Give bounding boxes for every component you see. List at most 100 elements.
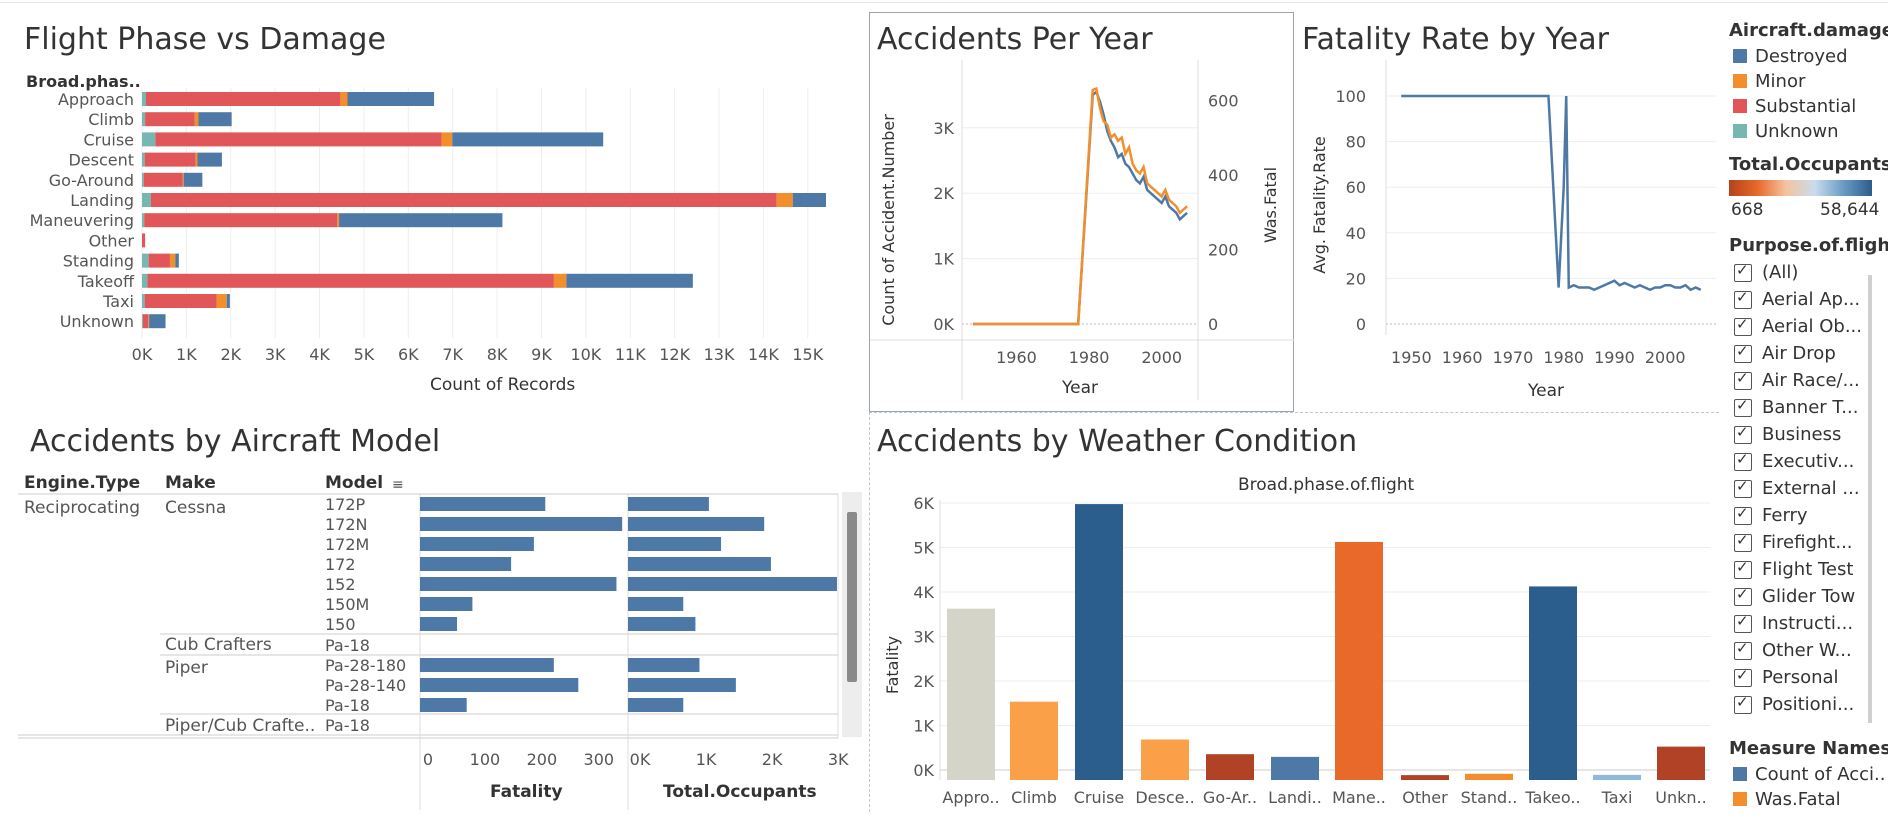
weather-bar — [1335, 541, 1383, 780]
purpose-checkbox[interactable] — [1734, 666, 1752, 687]
occupants-legend-title: Total.Occupants — [1729, 154, 1888, 175]
phase-xtick: 6K — [398, 345, 419, 364]
purpose-label[interactable]: External ... — [1762, 478, 1860, 499]
phase-bar-segment — [347, 92, 435, 106]
phase-bar-segment — [142, 92, 146, 106]
rate-xtick: 1960 — [1442, 348, 1483, 367]
col-model: Model — [325, 473, 384, 493]
purpose-label[interactable]: Executiv... — [1762, 451, 1855, 472]
purpose-label[interactable]: Glider Tow — [1762, 586, 1856, 607]
purpose-checkbox[interactable] — [1734, 504, 1752, 525]
fatality-bar — [420, 678, 579, 692]
year-y2tick: 200 — [1208, 241, 1239, 260]
purpose-label[interactable]: Air Race/... — [1762, 370, 1860, 391]
phase-bar-segment — [441, 132, 453, 147]
weather-bar — [1465, 773, 1513, 780]
weather-title: Accidents by Weather Condition — [877, 424, 1358, 459]
year-ytick: 3K — [933, 119, 954, 138]
purpose-checkbox[interactable] — [1734, 396, 1752, 417]
purpose-checkbox[interactable] — [1734, 558, 1752, 579]
purpose-checkbox[interactable] — [1734, 315, 1752, 336]
purpose-checkbox[interactable] — [1734, 693, 1752, 714]
fatality-tick: 0 — [423, 750, 433, 769]
rate-ytick: 20 — [1346, 269, 1366, 288]
fatality-rate-title: Fatality Rate by Year — [1302, 22, 1609, 57]
phase-bar-segment — [142, 193, 151, 207]
sort-icon[interactable]: ≡ — [392, 477, 404, 493]
purpose-checkbox[interactable] — [1734, 288, 1752, 309]
purpose-checkbox[interactable] — [1734, 450, 1752, 471]
model-label: 172P — [325, 495, 366, 514]
purpose-checkbox[interactable] — [1734, 342, 1752, 363]
occupants-min: 668 — [1731, 200, 1764, 220]
purpose-label[interactable]: Banner T... — [1762, 397, 1859, 418]
legend-swatch — [1733, 99, 1747, 113]
occupants-tick: 0K — [630, 750, 651, 769]
make-cessna: Cessna — [165, 498, 227, 518]
phase-xtick: 8K — [487, 345, 508, 364]
weather-category-label: Cruise — [1074, 788, 1125, 807]
purpose-label[interactable]: Firefight... — [1762, 532, 1853, 553]
purpose-label[interactable]: Ferry — [1762, 505, 1808, 526]
weather-bar — [1593, 774, 1641, 780]
purpose-checkbox[interactable] — [1734, 261, 1752, 282]
purpose-checkbox[interactable] — [1734, 531, 1752, 552]
damage-legend-item[interactable]: Substantial — [1733, 96, 1856, 117]
damage-legend-item[interactable]: Destroyed — [1733, 46, 1848, 67]
phase-bar-segment — [195, 152, 198, 167]
phase-bar-segment — [169, 253, 176, 268]
legend-swatch — [1733, 49, 1747, 63]
purpose-checkbox[interactable] — [1734, 477, 1752, 498]
purpose-label[interactable]: Personal — [1762, 667, 1839, 688]
phase-category-label: Descent — [68, 151, 134, 170]
phase-bar-segment — [142, 172, 144, 187]
phase-bar-segment — [143, 172, 183, 187]
phase-bar-segment — [216, 294, 227, 308]
year-series-line — [972, 86, 1188, 326]
purpose-label[interactable]: Instructi... — [1762, 613, 1854, 634]
purpose-label[interactable]: Other W... — [1762, 640, 1852, 661]
occupants-bar — [628, 678, 736, 692]
phase-bar-segment — [142, 112, 146, 127]
purpose-label[interactable]: Business — [1762, 424, 1842, 445]
phase-category-label: Maneuvering — [30, 211, 134, 230]
purpose-label[interactable]: Aerial Ap... — [1762, 289, 1861, 310]
purpose-label[interactable]: Positioni... — [1762, 694, 1855, 715]
purpose-label[interactable]: Air Drop — [1762, 343, 1836, 364]
fatality-tick: 300 — [584, 750, 615, 769]
damage-legend-item[interactable]: Minor — [1733, 71, 1805, 92]
rate-ytick: 80 — [1346, 133, 1366, 152]
purpose-checkbox[interactable] — [1734, 423, 1752, 444]
weather-category-label: Unkn.. — [1655, 788, 1706, 807]
purpose-label[interactable]: (All) — [1762, 262, 1799, 283]
purpose-scrollbar[interactable] — [1868, 275, 1872, 723]
purpose-checkbox[interactable] — [1734, 585, 1752, 606]
weather-bar — [947, 608, 995, 780]
year-ytick: 2K — [933, 184, 954, 203]
fatality-bar — [420, 517, 623, 531]
phase-bar-segment — [145, 92, 341, 106]
phase-bar-segment — [145, 112, 195, 127]
damage-legend-item[interactable]: Unknown — [1733, 121, 1839, 142]
year-ylabel: Count of Accident.Number — [879, 114, 898, 326]
rate-xtick: 2000 — [1645, 348, 1686, 367]
measure-legend-item[interactable]: Count of Acci.. — [1733, 764, 1885, 785]
purpose-label[interactable]: Flight Test — [1762, 559, 1854, 580]
occupants-bar — [628, 597, 684, 611]
measure-legend-item[interactable]: Was.Fatal — [1733, 789, 1841, 810]
phase-bar-segment — [194, 112, 199, 127]
rate-ytick: 60 — [1346, 178, 1366, 197]
phase-bar-segment — [142, 233, 146, 248]
model-scrollbar-thumb[interactable] — [847, 512, 857, 682]
purpose-checkbox[interactable] — [1734, 639, 1752, 660]
purpose-checkbox[interactable] — [1734, 612, 1752, 633]
phase-bar-segment — [142, 314, 143, 329]
phase-xtick: 14K — [748, 345, 779, 364]
phase-xtick: 2K — [220, 345, 241, 364]
rate-ytick: 100 — [1335, 87, 1366, 106]
fatality-bar — [420, 537, 534, 551]
purpose-checkbox[interactable] — [1734, 369, 1752, 390]
fatality-bar — [420, 577, 617, 591]
purpose-label[interactable]: Aerial Ob... — [1762, 316, 1862, 337]
accidents-year-chart: 0K 1K 2K 3K 0 200 400 600 1960 1980 2000 Year Count … — [870, 60, 1294, 400]
